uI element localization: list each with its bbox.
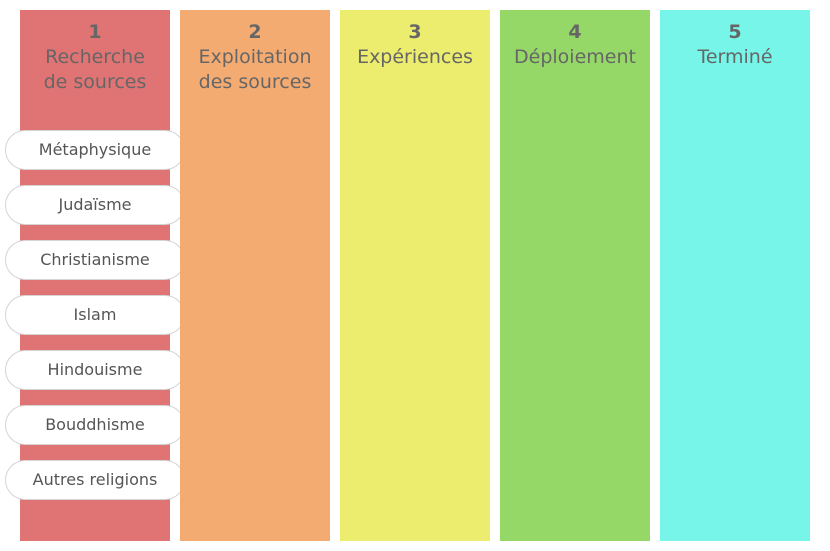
card[interactable]: Hindouisme — [5, 350, 185, 390]
title-line: Terminé — [697, 46, 773, 68]
title-line: Déploiement — [514, 46, 636, 68]
title-line: Expériences — [357, 46, 473, 68]
column-number: 4 — [568, 21, 582, 43]
column-number: 1 — [88, 21, 102, 43]
column-title: Terminé — [660, 45, 810, 70]
title-line: Recherche — [45, 46, 145, 68]
card[interactable]: Judaïsme — [5, 185, 185, 225]
column: 3 Expériences — [340, 10, 490, 541]
column-title: Exploitation des sources — [180, 45, 330, 95]
card[interactable]: Autres religions — [5, 460, 185, 500]
card[interactable]: Métaphysique — [5, 130, 185, 170]
title-line: des sources — [198, 71, 312, 93]
title-line: Exploitation — [198, 46, 312, 68]
title-line: de sources — [43, 71, 147, 93]
column-title: Recherche de sources — [20, 45, 170, 95]
column-number: 5 — [728, 21, 742, 43]
column-title: Expériences — [340, 45, 490, 70]
column-number: 3 — [408, 21, 422, 43]
column: 4 Déploiement — [500, 10, 650, 541]
column: 5 Terminé — [660, 10, 810, 541]
column-number: 2 — [248, 21, 262, 43]
column: 2 Exploitation des sources — [180, 10, 330, 541]
card[interactable]: Islam — [5, 295, 185, 335]
card[interactable]: Christianisme — [5, 240, 185, 280]
card[interactable]: Bouddhisme — [5, 405, 185, 445]
column-title: Déploiement — [500, 45, 650, 70]
